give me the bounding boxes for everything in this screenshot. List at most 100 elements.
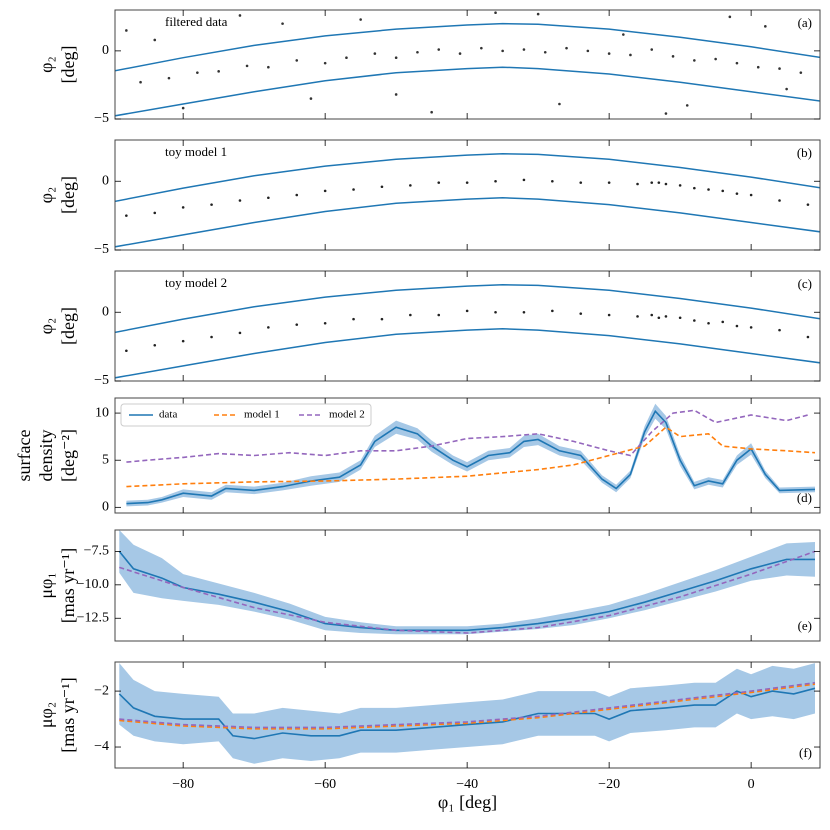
y-axis-label: [deg]	[58, 307, 78, 345]
point	[181, 106, 185, 110]
point	[380, 317, 384, 321]
y-tick-label: −5	[94, 111, 109, 126]
point	[494, 11, 497, 15]
point	[125, 349, 128, 353]
y-axis-label: [deg]	[58, 46, 78, 84]
point	[437, 48, 441, 51]
point	[323, 189, 327, 193]
point	[543, 50, 547, 54]
point	[714, 57, 717, 61]
y-tick-label: −4	[94, 739, 109, 754]
panel-title: filtered data	[165, 14, 228, 29]
point	[799, 71, 803, 74]
point	[437, 313, 441, 317]
point	[707, 321, 710, 325]
point	[245, 64, 249, 68]
point	[125, 29, 128, 32]
error-band	[119, 530, 816, 635]
plot-area	[126, 403, 816, 507]
y-tick-label: 0	[102, 43, 109, 58]
point	[309, 97, 313, 100]
point	[181, 339, 185, 343]
point	[749, 193, 753, 197]
point	[565, 46, 568, 50]
y-tick-label: 0	[102, 304, 109, 319]
point	[728, 15, 732, 19]
y-tick-label: 10	[95, 405, 109, 420]
x-tick-label: −20	[598, 777, 620, 792]
point	[323, 61, 327, 65]
point	[465, 181, 469, 184]
point	[295, 59, 299, 62]
point	[778, 199, 781, 202]
panel-label: (c)	[798, 276, 812, 291]
point	[217, 70, 220, 73]
y-axis-label: μφ₁	[36, 572, 56, 598]
point	[735, 192, 739, 195]
y-axis-label: [mas yr⁻¹]	[58, 548, 78, 623]
y-tick-label: −7.5	[84, 544, 109, 559]
point	[678, 316, 682, 320]
point	[650, 48, 654, 51]
y-tick-label: −5	[94, 373, 109, 388]
point	[352, 188, 355, 191]
point	[416, 50, 419, 54]
point	[125, 214, 128, 217]
point	[494, 179, 497, 183]
plot-area	[115, 153, 820, 248]
point	[586, 49, 590, 53]
plot-area	[118, 663, 816, 764]
point	[458, 52, 462, 55]
point	[685, 104, 689, 107]
point	[749, 326, 753, 329]
y-tick-label: −5	[94, 242, 109, 257]
point	[693, 186, 696, 190]
point	[707, 188, 710, 191]
point	[430, 110, 433, 114]
point	[636, 182, 639, 186]
y-tick-label: 0	[102, 500, 109, 515]
legend-label: model 2	[329, 409, 365, 421]
point	[501, 49, 504, 53]
point	[636, 315, 639, 318]
series-line	[126, 409, 809, 463]
series-line	[119, 683, 816, 730]
point	[139, 80, 142, 84]
point	[494, 310, 497, 314]
point	[380, 185, 384, 189]
point	[664, 112, 668, 115]
point	[153, 211, 157, 215]
point	[167, 76, 171, 80]
y-axis-label: φ₂	[36, 187, 56, 204]
point	[409, 184, 412, 187]
boundary-line	[115, 328, 820, 379]
point	[536, 12, 540, 16]
point	[522, 310, 526, 314]
plot-area	[118, 530, 816, 635]
point	[352, 317, 355, 321]
point	[153, 38, 157, 42]
plot-area	[115, 11, 820, 117]
panel-label: (d)	[797, 490, 812, 505]
point	[181, 206, 185, 209]
boundary-line	[115, 197, 820, 248]
error-band	[119, 663, 816, 764]
point	[579, 312, 583, 315]
point	[721, 320, 725, 324]
y-tick-label: 0	[102, 173, 109, 188]
boundary-line	[115, 22, 820, 72]
point	[607, 52, 611, 55]
y-axis-label: density	[36, 430, 56, 482]
y-axis-label: [deg]	[58, 176, 78, 214]
point	[373, 52, 377, 55]
point	[359, 18, 362, 21]
point	[238, 331, 242, 335]
series-line	[126, 409, 816, 505]
point	[345, 56, 348, 59]
point	[778, 328, 781, 332]
point	[778, 67, 781, 70]
y-axis-label: [deg⁻²]	[58, 429, 78, 482]
point	[522, 178, 526, 182]
